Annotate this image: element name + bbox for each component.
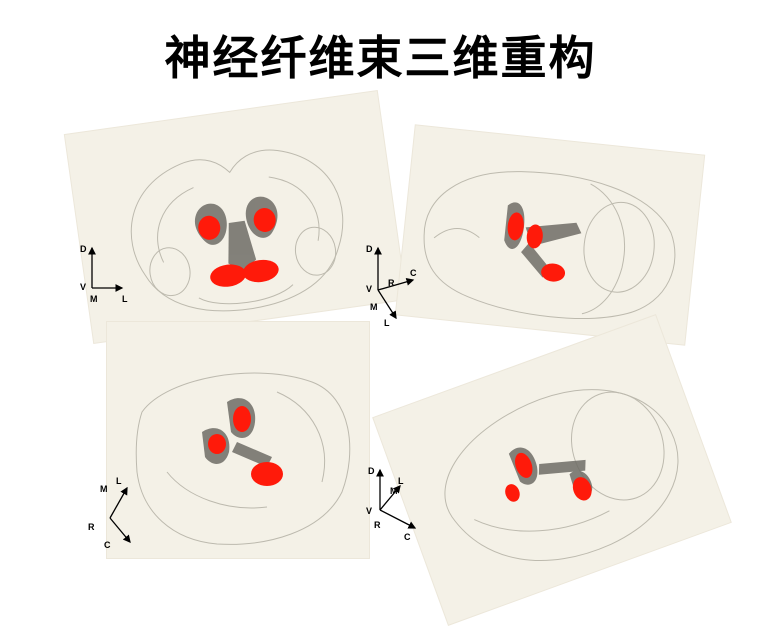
tract-right-lower xyxy=(242,259,279,283)
axis-label-d: D xyxy=(80,244,87,254)
axis-label-v: V xyxy=(366,506,372,516)
brain-frontal-render xyxy=(130,149,344,312)
panel-frontal-view xyxy=(64,91,407,343)
brain-oblique-render xyxy=(444,389,679,561)
axis-label-r: R xyxy=(374,520,381,530)
tract-ventral-left xyxy=(208,434,226,454)
axis-label-l: L xyxy=(122,294,128,304)
axis-indicator-oblique: D V M L R C xyxy=(366,466,417,542)
axis-label-v: V xyxy=(366,284,372,294)
brain-lateral-render xyxy=(423,171,676,319)
axis-label-r: R xyxy=(88,522,95,532)
axis-label-v: V xyxy=(80,282,86,292)
axis-label-m: M xyxy=(90,294,98,304)
page-title: 神经纤维束三维重构 xyxy=(164,31,597,85)
panel-lateral-view xyxy=(395,125,705,345)
panel-ventral-view xyxy=(107,322,369,558)
panel-oblique-view xyxy=(373,315,731,625)
tract-oblique-upper xyxy=(514,452,533,478)
axis-label-d: D xyxy=(368,466,375,476)
tract-ventral-lower xyxy=(251,462,283,486)
tract-lateral-middle xyxy=(526,224,543,249)
axis-label-l: L xyxy=(398,476,404,486)
axis-label-l: L xyxy=(384,318,390,328)
tract-ventral-upper xyxy=(233,406,251,432)
axis-label-c: C xyxy=(410,268,417,278)
axis-label-m: M xyxy=(100,484,108,494)
axis-label-r: R xyxy=(388,278,395,288)
tract-right-upper xyxy=(253,207,276,232)
tract-left-upper xyxy=(198,215,221,240)
tract-left-lower xyxy=(210,264,246,287)
tract-lateral-posterior xyxy=(541,263,566,282)
tract-lateral-anterior xyxy=(507,212,524,241)
axis-label-d: D xyxy=(366,244,373,254)
axis-label-m: M xyxy=(390,486,398,496)
axis-label-c: C xyxy=(404,532,411,542)
axis-label-m: M xyxy=(370,302,378,312)
tract-oblique-lower xyxy=(572,477,592,501)
axis-label-c: C xyxy=(104,540,111,550)
axis-indicator-ventral: M L R C xyxy=(88,476,131,550)
tract-oblique-left xyxy=(505,484,520,502)
brain-ventral-render xyxy=(135,372,351,545)
axis-label-l: L xyxy=(116,476,122,486)
axis-indicator-frontal: D V M L xyxy=(80,244,128,304)
axis-indicator-lateral: D V C R M L xyxy=(366,244,417,328)
